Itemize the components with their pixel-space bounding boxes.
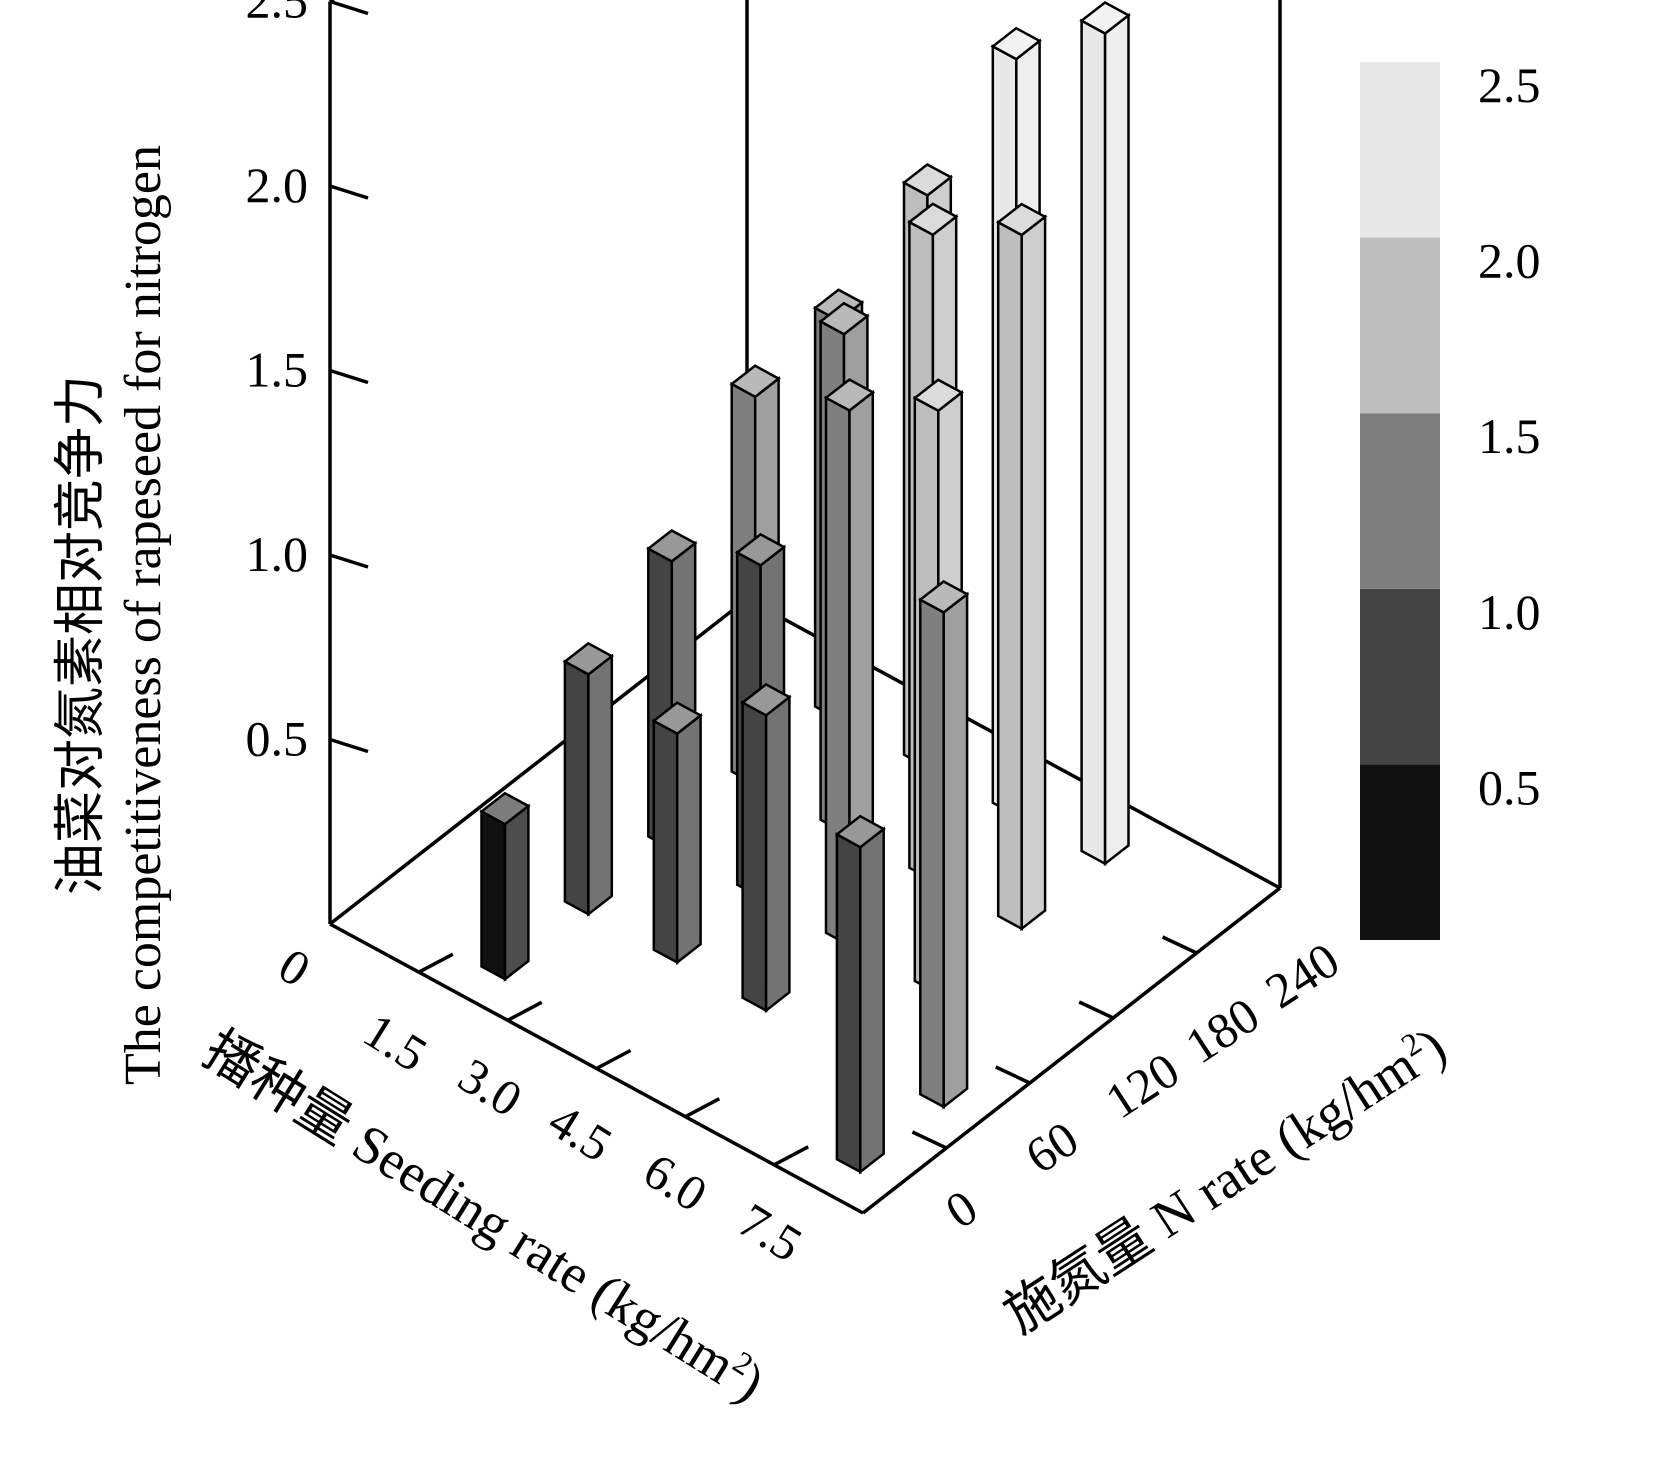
seeding-tick-label: 4.5 — [539, 1092, 622, 1173]
bar-face-right — [675, 712, 702, 965]
colorbar-band — [1360, 413, 1440, 589]
bar-face-right — [503, 803, 530, 982]
colorbar-band — [1360, 588, 1440, 765]
nrate-tick-label: 180 — [1175, 986, 1268, 1074]
nrate-tick-mark — [1161, 935, 1198, 955]
nrate-tick-label: 120 — [1095, 1041, 1188, 1129]
colorbar-band — [1360, 62, 1440, 238]
seeding-tick-mark — [595, 1048, 632, 1071]
bar-face-top — [646, 529, 698, 563]
z-tick-mark — [329, 184, 369, 200]
bar-face-top — [918, 580, 970, 614]
bar-face-top — [818, 301, 870, 336]
z-tick-label: 0.5 — [246, 711, 309, 767]
bar-face-top — [740, 682, 792, 717]
z-tick-label: 1.0 — [246, 526, 309, 582]
z-tick-mark — [329, 368, 369, 385]
frame-edge — [328, 0, 335, 3]
bar-face-top — [907, 202, 959, 237]
seeding-tick-mark — [418, 952, 454, 974]
bar — [651, 701, 703, 965]
bar — [823, 378, 876, 949]
colorbar: 0.5 1.0 1.5 2.0 2.5 — [1360, 57, 1541, 940]
bar-face-left — [741, 700, 768, 1013]
bar-face-right — [1020, 214, 1047, 932]
seeding-tick-label: 7.5 — [729, 1192, 812, 1273]
bar — [479, 791, 531, 982]
bar-face-left — [1080, 18, 1107, 866]
bar — [834, 814, 886, 1175]
seeding-tick-mark — [684, 1097, 721, 1119]
bar-face-top — [729, 364, 781, 399]
bar-face-right — [859, 826, 885, 1175]
bar-face-right — [1103, 12, 1130, 867]
seeding-tick-label: 3.0 — [449, 1047, 532, 1128]
bar-face-left — [835, 832, 862, 1175]
z-axis-title-en: The competitiveness of rapeseed for nitr… — [115, 145, 172, 1085]
z-tick-mark — [329, 0, 369, 16]
bar-face-top — [995, 202, 1048, 237]
bar-face-left — [652, 718, 679, 965]
bar-face-top — [823, 378, 876, 412]
bar-face-left — [563, 659, 590, 917]
bar-face-top — [562, 641, 615, 676]
colorbar-tick-label: 1.5 — [1478, 408, 1541, 464]
seeding-tick-label: 1.5 — [354, 1002, 437, 1083]
colorbar-tick-label: 0.5 — [1478, 759, 1541, 815]
bar — [740, 682, 792, 1014]
bar-face-right — [942, 591, 969, 1110]
bar-face-right — [587, 653, 614, 917]
z-axis-title-zh: 油菜对氮素相对竞争力 — [53, 375, 110, 895]
z-tick-mark — [329, 553, 369, 569]
nrate-tick-label: 60 — [1015, 1110, 1087, 1184]
colorbar-band — [1360, 764, 1440, 940]
bar-face-top — [651, 701, 703, 736]
seeding-tick-label: 6.0 — [634, 1142, 717, 1223]
bar-face-top — [912, 378, 964, 413]
colorbar-tick-label: 1.0 — [1478, 584, 1541, 640]
colorbar-tick-label: 2.5 — [1478, 57, 1541, 113]
z-tick-mark — [329, 737, 369, 754]
seeding-tick-label: 0 — [269, 937, 320, 998]
bar — [1079, 1, 1131, 867]
chart-bars — [479, 1, 1131, 1175]
colorbar-band — [1360, 237, 1440, 414]
bar — [562, 641, 615, 917]
colorbar-tick-label: 2.0 — [1478, 233, 1541, 289]
nrate-tick-mark — [911, 1130, 948, 1150]
nrate-axis-title-text: 施氮量 N rate (kg/hm — [994, 1034, 1428, 1345]
z-tick-label: 1.5 — [246, 342, 309, 398]
bar — [995, 202, 1048, 932]
bar-face-top — [901, 163, 954, 197]
bar-face-top — [834, 814, 886, 849]
seeding-tick-mark — [773, 1145, 809, 1167]
bar-face-left — [996, 220, 1023, 931]
chart-frame: 0.5 1.0 1.5 2.0 2.5 — [246, 0, 1282, 1215]
bar-face-top — [734, 532, 787, 567]
bar-face-left — [919, 597, 945, 1110]
frame-edge — [861, 886, 1282, 1215]
bar-face-top — [990, 26, 1042, 61]
nrate-tick-label: 0 — [935, 1179, 986, 1240]
bar-face-left — [480, 809, 507, 982]
z-tick-label: 2.0 — [246, 157, 309, 213]
bar-face-top — [1079, 1, 1131, 35]
bar — [918, 580, 970, 1110]
nrate-tick-mark — [995, 1065, 1031, 1085]
nrate-tick-label: 240 — [1255, 931, 1348, 1019]
nrate-tick-mark — [1078, 1000, 1114, 1020]
z-tick-label: 2.5 — [246, 0, 309, 29]
nrate-axis-title: 施氮量 N rate (kg/hm2) — [993, 1015, 1456, 1345]
seeding-tick-mark — [506, 1000, 543, 1022]
bar-face-right — [764, 694, 791, 1014]
bar-face-top — [479, 791, 531, 826]
